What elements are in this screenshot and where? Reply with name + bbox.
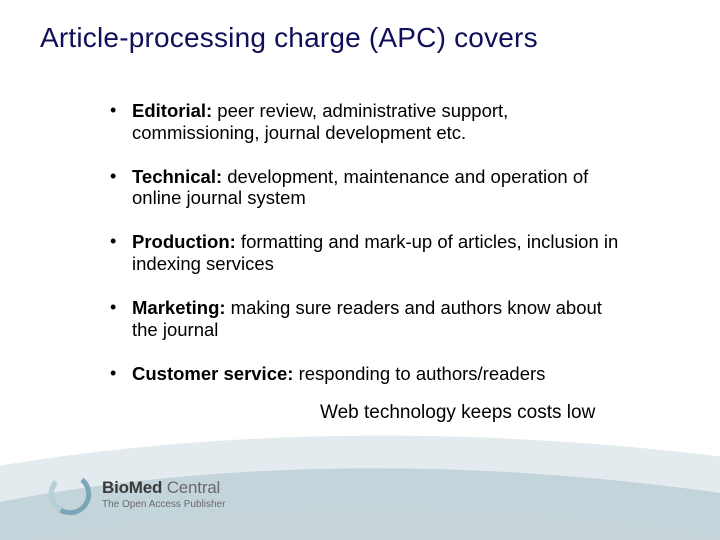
logo-brand-light: Central	[162, 478, 220, 497]
bullet-list: Editorial: peer review, administrative s…	[40, 100, 680, 384]
footnote-text: Web technology keeps costs low	[40, 402, 680, 424]
logo-tagline: The Open Access Publisher	[102, 499, 225, 510]
slide: Article-processing charge (APC) covers E…	[0, 0, 720, 540]
logo-brand: BioMed Central	[102, 478, 225, 498]
logo-text: BioMed Central The Open Access Publisher	[102, 478, 225, 510]
bullet-text: responding to authors/readers	[293, 363, 545, 384]
list-item: Production: formatting and mark-up of ar…	[110, 231, 630, 275]
slide-title: Article-processing charge (APC) covers	[40, 22, 680, 54]
bullet-label: Production:	[132, 231, 236, 252]
bullet-label: Customer service:	[132, 363, 293, 384]
list-item: Editorial: peer review, administrative s…	[110, 100, 630, 144]
bullet-label: Marketing:	[132, 297, 226, 318]
logo: BioMed Central The Open Access Publisher	[48, 472, 225, 516]
bullet-label: Technical:	[132, 166, 222, 187]
list-item: Marketing: making sure readers and autho…	[110, 297, 630, 341]
logo-ring-icon	[48, 472, 92, 516]
bullet-label: Editorial:	[132, 100, 212, 121]
list-item: Customer service: responding to authors/…	[110, 363, 630, 385]
logo-brand-bold: BioMed	[102, 478, 162, 497]
list-item: Technical: development, maintenance and …	[110, 166, 630, 210]
